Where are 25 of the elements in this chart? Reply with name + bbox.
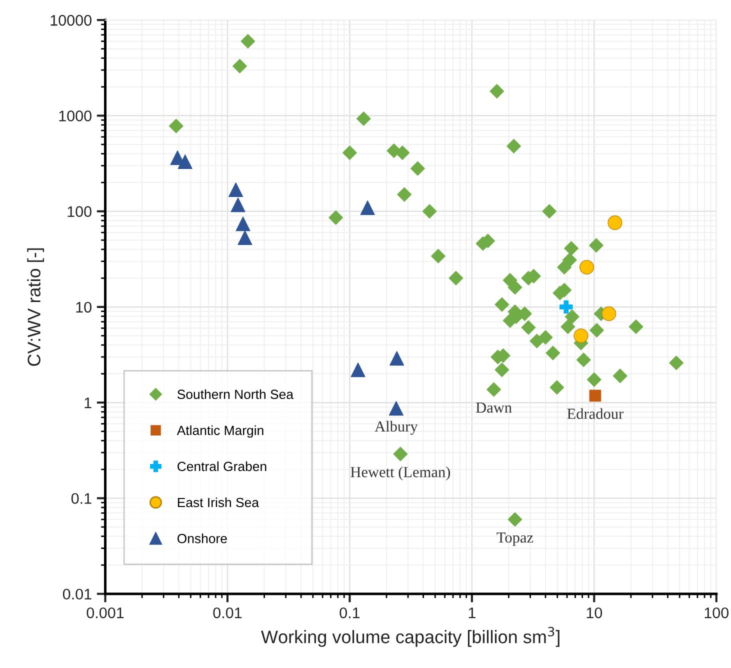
x-tick-label: 1 (468, 608, 476, 618)
y-tick-label: 10 (76, 302, 92, 313)
annotation: Edradour (567, 408, 624, 419)
x-tick-label: 100 (704, 607, 729, 618)
legend-label: East Irish Sea (178, 497, 259, 508)
y-tick-label: 0.01 (62, 588, 92, 600)
y-tick-label: 100 (68, 206, 92, 217)
x-tick-label: 0.001 (86, 607, 124, 618)
annotation: Albury (374, 420, 418, 435)
legend-label: Atlantic Margin (176, 425, 264, 438)
legend-label: Onshore (177, 534, 227, 544)
y-axis-title: CV:WV ratio [-] (27, 248, 44, 366)
annotation: Dawn (476, 402, 512, 413)
x-tick-label: 10 (586, 607, 602, 618)
y-tick-label: 1000 (59, 110, 92, 122)
annotation: Hewett (Leman) (350, 466, 450, 480)
x-tick-label: 0.1 (340, 607, 360, 618)
y-tick-label: 1 (84, 398, 92, 408)
legend-label: Southern North Sea (177, 389, 294, 400)
annotation: Topaz (496, 532, 534, 546)
y-tick-label: 0.1 (71, 493, 92, 504)
x-axis-title: Working volume capacity [billion sm$^{3}$] (261, 626, 560, 647)
legend-label: Central Graben (178, 461, 266, 472)
y-tick-label: 10000 (50, 14, 92, 26)
x-tick-label: 0.01 (213, 607, 242, 618)
